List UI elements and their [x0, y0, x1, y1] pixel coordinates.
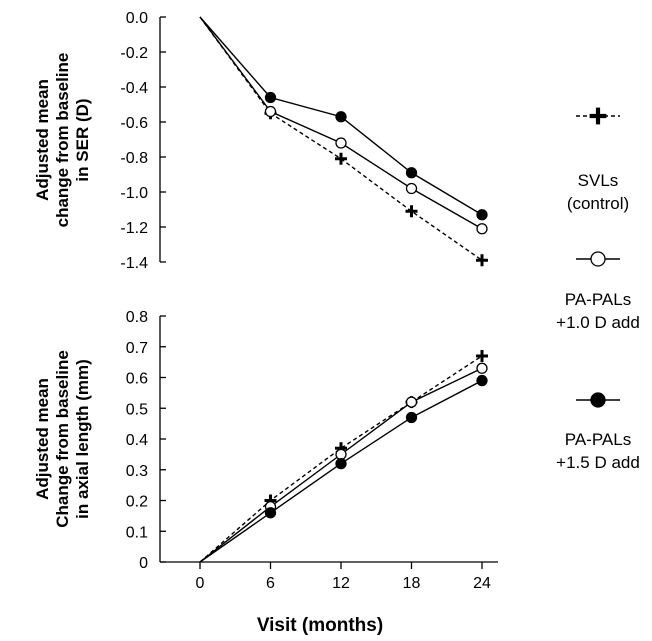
- axial-y-label-line: in axial length (mm): [73, 359, 92, 519]
- legend-entry-svl: SVLs (control): [567, 107, 629, 213]
- ser-y-tick-label: -0.6: [120, 115, 148, 132]
- legend-label-line: +1.5 D add: [556, 453, 640, 472]
- axial-y-tick-label: 0.6: [126, 371, 148, 388]
- legend-marker: [590, 392, 606, 408]
- x-axis-label: Visit (months): [257, 615, 383, 636]
- ser-y-axis-label: Adjusted mean change from baseline in SER …: [33, 53, 92, 228]
- legend: SVLs (control) PA-PALs +1.0 D add PA-PALs +1.…: [556, 107, 640, 472]
- axial-y-tick-label: 0.7: [126, 340, 148, 357]
- axial-line-pal15: [199, 379, 483, 563]
- legend-label-line: SVLs: [578, 171, 619, 190]
- ser-point-pal10: [405, 182, 418, 195]
- legend-entry-pal15: PA-PALs +1.5 D add: [556, 392, 640, 472]
- axial-y-tick-label: 0.8: [126, 309, 148, 326]
- ser-panel: 0.0 -0.2 -0.4 -0.6 -0.8 -1.0 -1.2 -1.4 Adjusted…: [33, 10, 488, 272]
- ser-line-pal10: [199, 16, 483, 230]
- x-tick-label: 18: [403, 575, 421, 592]
- axial-point-pal15: [335, 457, 347, 470]
- ser-point-svl: [335, 152, 347, 165]
- ser-y-tick-label: -1.0: [120, 185, 148, 202]
- ser-series-pal10: [199, 16, 488, 235]
- legend-label-line: +1.0 D add: [556, 313, 640, 332]
- ser-y-label-line: Adjusted mean: [33, 79, 52, 201]
- axial-y-tick-label: 0.4: [126, 432, 148, 449]
- axial-y-label-line: Change from baseline: [53, 350, 72, 528]
- ser-point-pal10: [476, 223, 488, 235]
- axial-y-axis: 0 0.1 0.2 0.3 0.4 0.5 0.6 0.7 0.8: [126, 309, 166, 572]
- x-tick-label: 24: [473, 575, 491, 592]
- ser-y-tick-label: -0.8: [120, 150, 148, 167]
- ser-point-svl: [476, 254, 488, 267]
- axial-x-axis: 0 6 12 18 24: [160, 561, 498, 592]
- axial-y-axis-label: Adjusted mean Change from baseline in axia…: [33, 350, 92, 528]
- axial-point-svl: [476, 349, 488, 362]
- ser-y-label-line: in SER (D): [73, 98, 92, 181]
- legend-label-line: PA-PALs: [565, 430, 631, 449]
- ser-point-pal15: [264, 91, 277, 104]
- axial-y-tick-label: 0: [139, 555, 148, 572]
- ser-y-tick-label: -0.2: [120, 45, 148, 62]
- axial-y-label-line: Adjusted mean: [33, 378, 52, 500]
- x-tick-label: 6: [266, 575, 275, 592]
- axial-series: [199, 349, 488, 563]
- ser-point-pal10: [264, 105, 277, 118]
- ser-series: [199, 16, 488, 267]
- legend-label-line: (control): [567, 194, 629, 213]
- axial-series-pal15: [199, 374, 488, 563]
- ser-y-axis: 0.0 -0.2 -0.4 -0.6 -0.8 -1.0 -1.2 -1.4: [120, 10, 166, 272]
- axial-point-pal15: [476, 374, 488, 387]
- legend-marker: [589, 107, 607, 125]
- ser-point-svl: [405, 205, 418, 218]
- ser-point-pal10: [335, 137, 347, 149]
- axial-y-tick-label: 0.3: [126, 463, 148, 480]
- ser-y-tick-label: -1.4: [120, 255, 148, 272]
- axial-y-tick-label: 0.2: [126, 494, 148, 511]
- legend-marker: [590, 251, 606, 267]
- axial-point-pal10: [335, 448, 347, 461]
- ser-y-tick-label: 0.0: [126, 10, 148, 27]
- axial-point-pal10: [405, 396, 418, 408]
- axial-point-pal15: [405, 411, 418, 424]
- axial-y-tick-label: 0.5: [126, 401, 148, 418]
- axial-point-pal15: [264, 507, 277, 519]
- x-tick-label: 12: [332, 575, 350, 592]
- x-tick-label: 0: [196, 575, 205, 592]
- axial-y-tick-label: 0.1: [126, 524, 148, 541]
- axial-panel: 0 0.1 0.2 0.3 0.4 0.5 0.6 0.7 0.8 0 6 12 18 24 Adjus…: [33, 309, 498, 636]
- ser-point-pal15: [335, 111, 347, 123]
- ser-y-tick-label: -1.2: [120, 220, 148, 237]
- ser-y-label-line: change from baseline: [53, 53, 72, 228]
- ser-point-pal15: [476, 209, 488, 221]
- ser-series-pal15: [199, 16, 488, 221]
- ser-y-tick-label: -0.4: [120, 80, 148, 97]
- legend-entry-pal10: PA-PALs +1.0 D add: [556, 251, 640, 332]
- legend-label-line: PA-PALs: [565, 290, 631, 309]
- ser-point-pal15: [405, 167, 418, 179]
- axial-point-pal10: [476, 362, 488, 374]
